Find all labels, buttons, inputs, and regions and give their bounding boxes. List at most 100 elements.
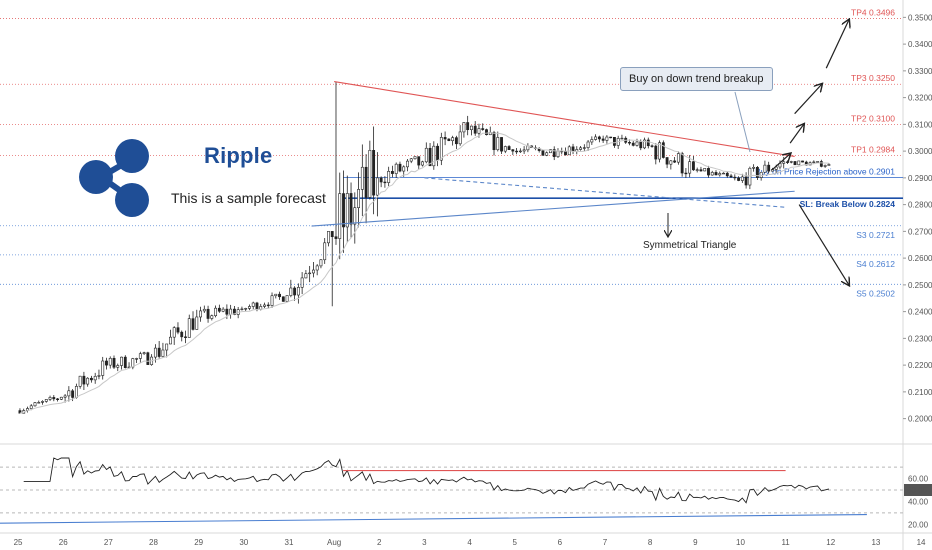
candle [688,161,692,174]
candle [251,302,255,307]
candle [240,308,244,311]
candle [206,308,210,319]
candle [165,343,169,351]
candle [101,360,105,376]
candle [311,269,315,274]
candle [774,166,778,170]
forecast-arrow [789,124,804,144]
candle [387,171,391,183]
candle [334,236,338,239]
candle [112,357,116,368]
candle [763,164,767,173]
candle [59,396,63,400]
candle [229,308,233,315]
candle [232,308,236,315]
candle [248,306,251,309]
candle [308,272,312,275]
rsi-current-value: 50.00 [907,486,928,495]
candle [695,169,699,171]
candle [90,377,93,381]
candle [473,125,477,134]
candle [733,176,737,179]
candle [120,356,123,366]
x-tick-label: 28 [149,538,158,547]
candle [586,141,590,148]
candle [263,304,266,307]
candle [169,336,172,345]
candle [767,164,771,172]
candle [74,386,78,398]
candle [646,139,650,147]
x-tick-label: 25 [14,538,23,547]
candle [477,128,481,134]
candle [368,150,372,198]
candle [669,160,673,165]
x-tick-label: 30 [239,538,248,547]
candle [684,172,688,175]
rsi-support-line [0,514,867,524]
x-tick-label: 12 [826,538,835,547]
candle [571,146,575,152]
candle [496,137,500,151]
candle [673,160,677,163]
level-label: TP3 0.3250 [851,73,895,83]
candle [63,395,67,398]
candle [180,331,184,338]
candle [202,308,206,312]
candle [729,175,733,178]
forecast-arrow [771,154,790,171]
candle [458,131,462,145]
candle [86,377,90,385]
candle [383,181,387,184]
candle [300,277,304,288]
candle [650,145,654,147]
x-tick-label: 5 [512,538,517,547]
candle [541,150,545,156]
candle [349,193,353,225]
x-tick-label: 8 [648,538,653,547]
candle [439,137,443,161]
candle [579,147,582,150]
candle [342,193,345,228]
candle [454,137,458,145]
candle [748,167,752,186]
candle [466,122,470,131]
candle [725,172,729,177]
candle [564,151,567,156]
candle [797,160,801,166]
rsi-line [23,457,830,504]
candle [184,336,187,338]
candle [52,397,56,400]
candle [413,156,417,160]
level-label: S5 0.2502 [856,288,895,298]
candle [394,163,398,174]
candle [56,398,59,400]
candle [278,293,281,298]
candle [786,161,789,163]
candle [470,125,473,131]
triangle-label: Symmetrical Triangle [643,240,737,251]
forecast-arrow [798,204,849,285]
inner-dashed-line [424,177,786,208]
x-tick-label: 6 [558,538,563,547]
candle [97,375,101,377]
candle [345,193,349,228]
candle [123,356,127,369]
candle [161,349,165,357]
candle [338,193,342,239]
candle [217,307,221,312]
candle [620,137,624,140]
candle [398,163,402,172]
x-tick-label: 26 [59,538,68,547]
candle [353,207,357,225]
candle [639,141,643,149]
candle [755,167,759,178]
candle [33,402,37,407]
brand-subtitle: This is a sample forecast [171,190,326,206]
